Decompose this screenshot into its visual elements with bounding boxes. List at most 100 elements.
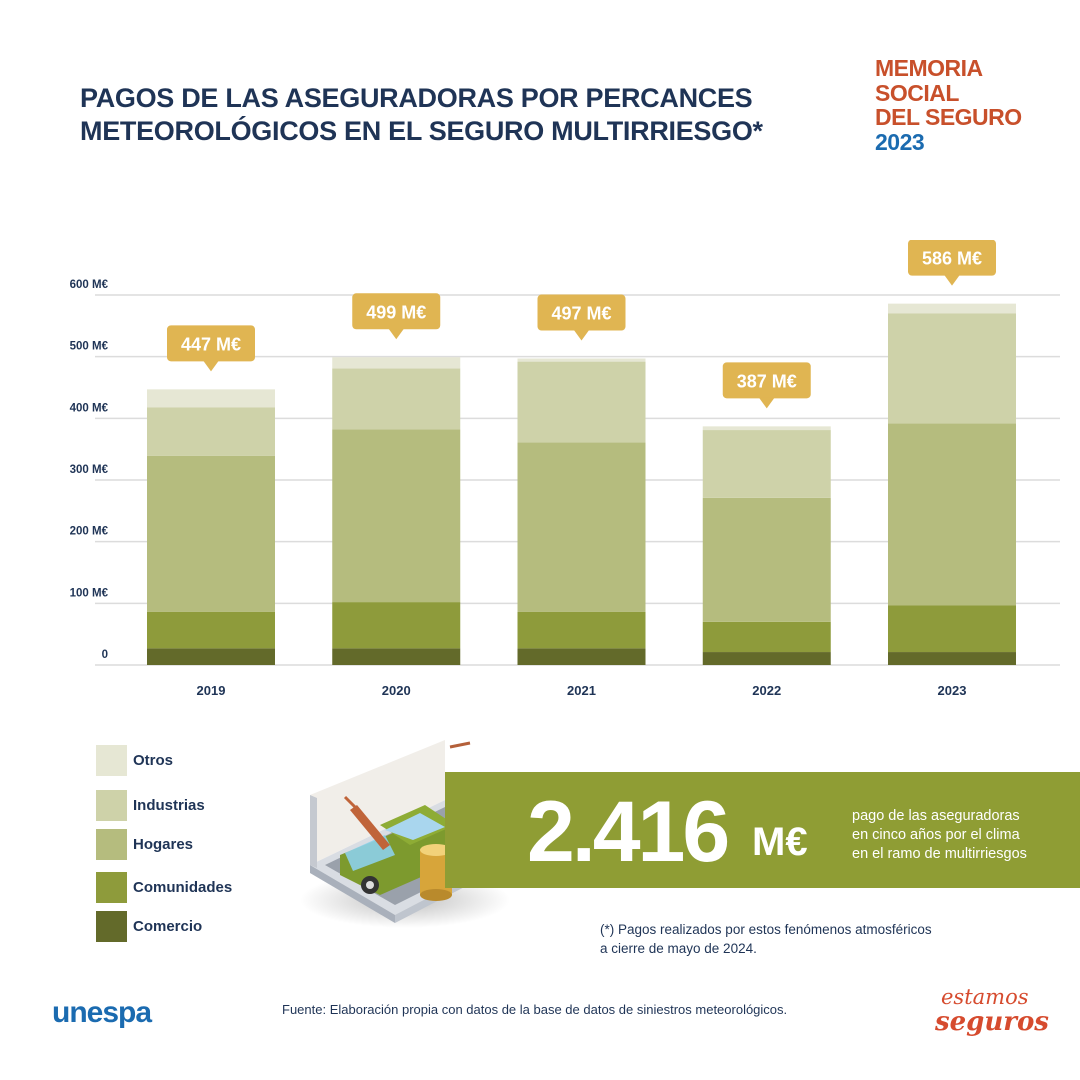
bar-segment-otros <box>332 357 461 369</box>
bar-segment-hogares <box>147 455 275 612</box>
total-label-text: 447 M€ <box>181 334 241 354</box>
legend-swatch <box>96 872 127 903</box>
footnote-line-1: (*) Pagos realizados por estos fenómenos… <box>600 922 932 937</box>
total-label-text: 499 M€ <box>366 302 426 322</box>
bar-segment-industrias <box>517 361 646 443</box>
x-tick-label: 2020 <box>382 683 411 698</box>
legend-label: Comunidades <box>133 879 233 896</box>
bar-stack-2020 <box>332 357 461 665</box>
total-five-years-value: 2.416 <box>527 784 730 880</box>
highlight-text-line-3: en el ramo de multirriesgos <box>852 846 1027 862</box>
x-tick-label: 2023 <box>938 683 967 698</box>
x-axis-labels: 2019 2020 2021 2022 2023 <box>197 683 967 698</box>
total-label-pointer <box>573 329 590 341</box>
title-line-2: METEOROLÓGICOS EN EL SEGURO MULTIRRIESGO… <box>80 116 763 146</box>
unespa-logo: unespa <box>52 996 152 1029</box>
bar-segment-comunidades <box>702 621 831 653</box>
bar-segment-comunidades <box>517 611 646 649</box>
highlight-text-line-2: en cinco años por el clima <box>852 827 1020 843</box>
brand-line-3: DEL SEGURO <box>875 104 1022 130</box>
estamos-seguros-logo: estamos seguros <box>935 985 1050 1045</box>
total-label-box <box>537 294 626 331</box>
source-note: Fuente: Elaboración propia con datos de … <box>282 1002 788 1017</box>
title-line-1: PAGOS DE LAS ASEGURADORAS POR PERCANCES <box>80 83 753 113</box>
highlight-text-line-1: pago de las aseguradoras <box>852 808 1020 824</box>
legend-item-comunidades: Comunidades <box>96 872 232 903</box>
total-label-box <box>722 362 811 399</box>
total-label-pointer <box>944 274 960 286</box>
bar-segment-otros <box>147 389 275 408</box>
bar-segment-hogares <box>702 497 831 622</box>
stacked-bar-chart: 0 100 M€ 200 M€ 300 M€ 400 M€ 500 M€ 600 M€ 44… <box>70 240 1060 698</box>
total-label-2023: 586 M€ <box>908 240 996 286</box>
footnote-line-2: a cierre de mayo de 2024. <box>600 941 757 956</box>
total-five-years-unit: M€ <box>752 820 808 864</box>
y-tick-label: 500 M€ <box>70 341 109 353</box>
bar-stack-2022 <box>702 426 831 665</box>
bar-segment-industrias <box>332 368 461 430</box>
legend-swatch <box>96 829 127 860</box>
bar-segment-hogares <box>888 423 1016 606</box>
memoria-social-logo: MEMORIA SOCIAL DEL SEGURO 2023 <box>875 56 1022 154</box>
x-tick-label: 2022 <box>752 683 781 698</box>
brand-line-1: MEMORIA <box>875 55 983 81</box>
y-tick-label: 400 M€ <box>70 402 109 414</box>
bar-segment-hogares <box>517 442 646 612</box>
highlight-description: pago de las aseguradoras en cinco años p… <box>852 807 1027 864</box>
bar-segment-comunidades <box>888 605 1016 653</box>
total-label-pointer <box>388 328 405 340</box>
legend-label: Comercio <box>133 918 203 935</box>
y-tick-label: 200 M€ <box>70 526 109 538</box>
legend-swatch <box>96 790 127 821</box>
legend-item-comercio: Comercio <box>96 911 202 942</box>
legend-swatch <box>96 745 127 776</box>
estamos-seguros-line-2: seguros <box>935 1007 1049 1037</box>
legend-label: Industrias <box>133 797 205 814</box>
bar-segment-industrias <box>147 407 275 456</box>
total-label-2021: 497 M€ <box>537 294 626 341</box>
y-tick-label: 600 M€ <box>70 279 109 291</box>
bar-stack-2021 <box>517 358 646 665</box>
estamos-seguros-line-1: estamos <box>941 985 1029 1009</box>
bar-segment-comercio <box>517 648 646 665</box>
x-tick-label: 2021 <box>567 683 596 698</box>
total-label-box <box>908 240 996 276</box>
bar-segment-otros <box>517 358 646 362</box>
bar-segment-hogares <box>332 429 461 603</box>
total-label-text: 497 M€ <box>551 304 611 324</box>
bar-segment-industrias <box>888 313 1016 424</box>
total-label-2022: 387 M€ <box>722 362 811 409</box>
total-label-2020: 499 M€ <box>352 293 441 340</box>
footnote: (*) Pagos realizados por estos fenómenos… <box>600 920 932 958</box>
bar-segment-otros <box>702 426 831 431</box>
bar-stack-2019 <box>147 389 275 665</box>
chart-title: PAGOS DE LAS ASEGURADORAS POR PERCANCES … <box>80 82 763 148</box>
x-tick-label: 2019 <box>197 683 226 698</box>
total-label-box <box>352 293 441 330</box>
highlight-banner <box>445 772 1080 888</box>
total-label-text: 586 M€ <box>922 249 982 269</box>
bar-segment-comunidades <box>332 602 461 649</box>
bar-segment-comunidades <box>147 611 275 649</box>
bar-segment-comercio <box>888 652 1016 665</box>
legend-label: Hogares <box>133 836 194 853</box>
bar-segment-otros <box>888 303 1016 314</box>
bar-stack-2023 <box>888 303 1016 665</box>
y-tick-label: 0 <box>102 649 108 661</box>
y-tick-label: 100 M€ <box>70 587 109 599</box>
legend-swatch <box>96 911 127 942</box>
total-label-2019: 447 M€ <box>167 325 255 372</box>
bars <box>147 303 1016 665</box>
bar-segment-comercio <box>332 648 461 665</box>
legend-item-hogares: Hogares <box>96 829 193 860</box>
total-labels: 447 M€ 499 M€ 497 M€ 387 M€ 586 M€ <box>167 240 996 409</box>
legend-item-otros: Otros <box>96 745 173 776</box>
bar-segment-industrias <box>702 430 831 498</box>
bar-segment-comercio <box>147 648 275 665</box>
total-label-pointer <box>203 360 219 372</box>
total-label-pointer <box>758 397 775 409</box>
legend-item-industrias: Industrias <box>96 790 205 821</box>
brand-year: 2023 <box>875 128 925 155</box>
total-label-box <box>167 325 255 362</box>
legend-label: Otros <box>133 752 174 769</box>
